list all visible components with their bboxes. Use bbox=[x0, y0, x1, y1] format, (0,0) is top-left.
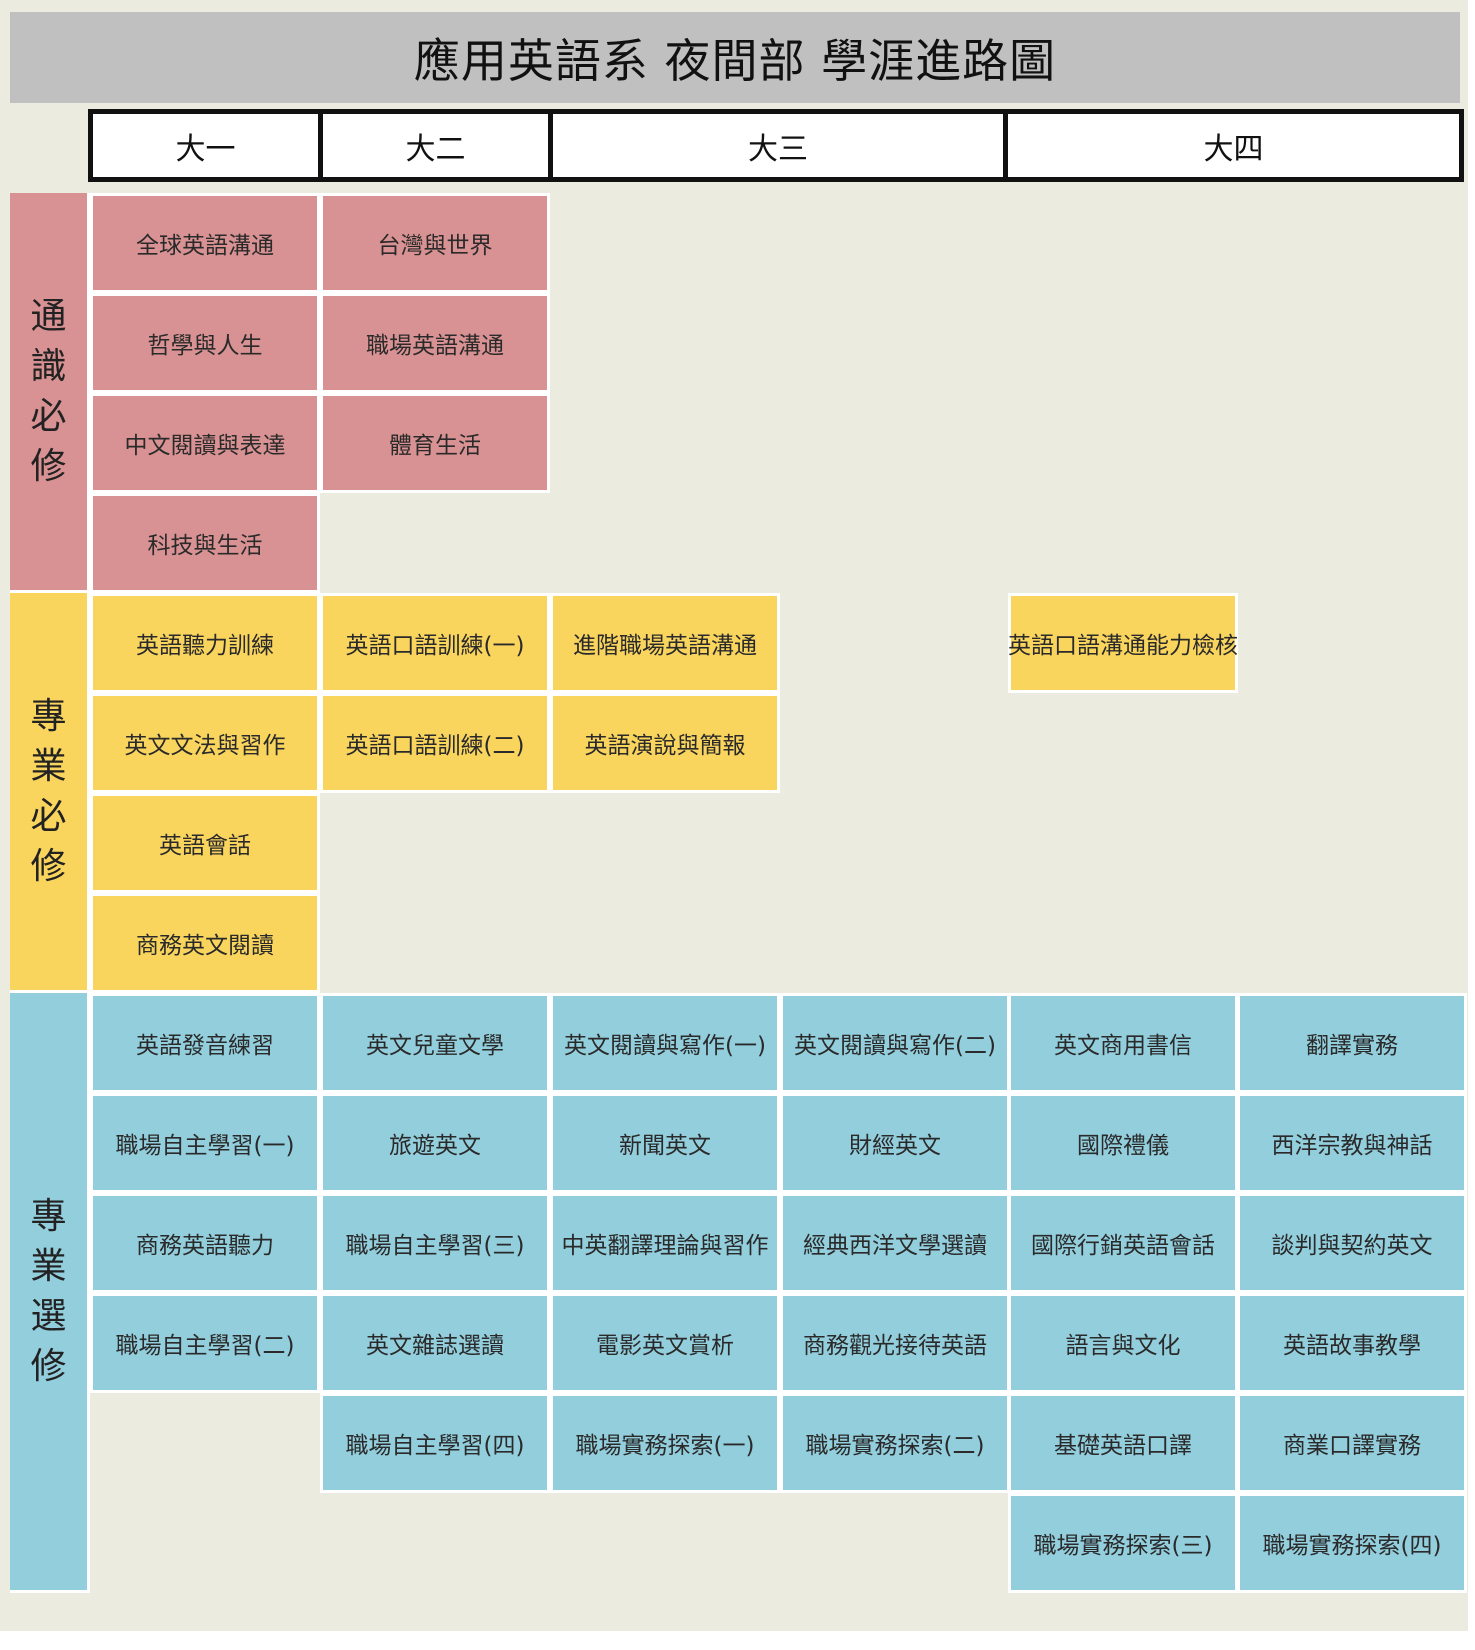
course-cell: 英語口語訓練(二) bbox=[320, 693, 550, 793]
course-cell: 英語演說與簡報 bbox=[550, 693, 780, 793]
course-cell: 英語口語訓練(一) bbox=[320, 593, 550, 693]
course-cell: 台灣與世界 bbox=[320, 193, 550, 293]
course-cell: 電影英文賞析 bbox=[550, 1293, 780, 1393]
year-header-4: 大四 bbox=[1003, 109, 1464, 182]
course-cell: 英文雜誌選讀 bbox=[320, 1293, 550, 1393]
course-cell: 英語口語溝通能力檢核 bbox=[1008, 593, 1238, 693]
course-cell: 旅遊英文 bbox=[320, 1093, 550, 1193]
course-cell: 英語會話 bbox=[90, 793, 320, 893]
course-cell: 商務觀光接待英語 bbox=[780, 1293, 1010, 1393]
course-cell: 英文文法與習作 bbox=[90, 693, 320, 793]
category-major-required: 專業必修 bbox=[10, 593, 90, 993]
course-cell: 體育生活 bbox=[320, 393, 550, 493]
category-char: 通 bbox=[30, 295, 67, 337]
course-cell: 英語故事教學 bbox=[1237, 1293, 1467, 1393]
category-char: 必 bbox=[30, 795, 67, 837]
course-cell: 英語聽力訓練 bbox=[90, 593, 320, 693]
course-cell: 英文閱讀與寫作(二) bbox=[780, 993, 1010, 1093]
course-cell: 職場自主學習(二) bbox=[90, 1293, 320, 1393]
category-general: 通識必修 bbox=[10, 193, 90, 593]
course-cell: 英語發音練習 bbox=[90, 993, 320, 1093]
category-char: 業 bbox=[30, 745, 67, 787]
course-cell: 職場英語溝通 bbox=[320, 293, 550, 393]
year-header-1: 大一 bbox=[88, 109, 323, 182]
course-cell: 中文閱讀與表達 bbox=[90, 393, 320, 493]
category-char: 專 bbox=[30, 695, 67, 737]
category-major-elective: 專業選修 bbox=[10, 993, 90, 1593]
course-cell: 英文閱讀與寫作(一) bbox=[550, 993, 780, 1093]
course-cell: 進階職場英語溝通 bbox=[550, 593, 780, 693]
course-cell: 英文商用書信 bbox=[1008, 993, 1238, 1093]
category-char: 專 bbox=[30, 1195, 67, 1237]
course-cell: 職場自主學習(四) bbox=[320, 1393, 550, 1493]
course-cell: 翻譯實務 bbox=[1237, 993, 1467, 1093]
course-cell: 國際行銷英語會話 bbox=[1008, 1193, 1238, 1293]
course-cell: 國際禮儀 bbox=[1008, 1093, 1238, 1193]
course-cell: 職場自主學習(三) bbox=[320, 1193, 550, 1293]
category-char: 選 bbox=[30, 1295, 67, 1337]
year-header-2: 大二 bbox=[318, 109, 553, 182]
course-cell: 職場自主學習(一) bbox=[90, 1093, 320, 1193]
year-header-3: 大三 bbox=[548, 109, 1008, 182]
course-cell: 經典西洋文學選讀 bbox=[780, 1193, 1010, 1293]
diagram-title: 應用英語系 夜間部 學涯進路圖 bbox=[10, 12, 1460, 103]
course-cell: 中英翻譯理論與習作 bbox=[550, 1193, 780, 1293]
course-cell: 哲學與人生 bbox=[90, 293, 320, 393]
course-cell: 新聞英文 bbox=[550, 1093, 780, 1193]
category-char: 修 bbox=[30, 1345, 67, 1387]
course-cell: 英文兒童文學 bbox=[320, 993, 550, 1093]
course-cell: 基礎英語口譯 bbox=[1008, 1393, 1238, 1493]
course-cell: 西洋宗教與神話 bbox=[1237, 1093, 1467, 1193]
course-cell: 職場實務探索(一) bbox=[550, 1393, 780, 1493]
course-cell: 財經英文 bbox=[780, 1093, 1010, 1193]
course-cell: 商業口譯實務 bbox=[1237, 1393, 1467, 1493]
category-char: 修 bbox=[30, 845, 67, 887]
course-cell: 商務英語聽力 bbox=[90, 1193, 320, 1293]
course-cell: 職場實務探索(四) bbox=[1237, 1493, 1467, 1593]
course-cell: 商務英文閱讀 bbox=[90, 893, 320, 993]
course-cell: 談判與契約英文 bbox=[1237, 1193, 1467, 1293]
course-cell: 科技與生活 bbox=[90, 493, 320, 593]
course-cell: 全球英語溝通 bbox=[90, 193, 320, 293]
course-cell: 職場實務探索(三) bbox=[1008, 1493, 1238, 1593]
category-char: 必 bbox=[30, 395, 67, 437]
category-char: 業 bbox=[30, 1245, 67, 1287]
category-char: 修 bbox=[30, 445, 67, 487]
course-cell: 職場實務探索(二) bbox=[780, 1393, 1010, 1493]
course-cell: 語言與文化 bbox=[1008, 1293, 1238, 1393]
category-char: 識 bbox=[30, 345, 67, 387]
